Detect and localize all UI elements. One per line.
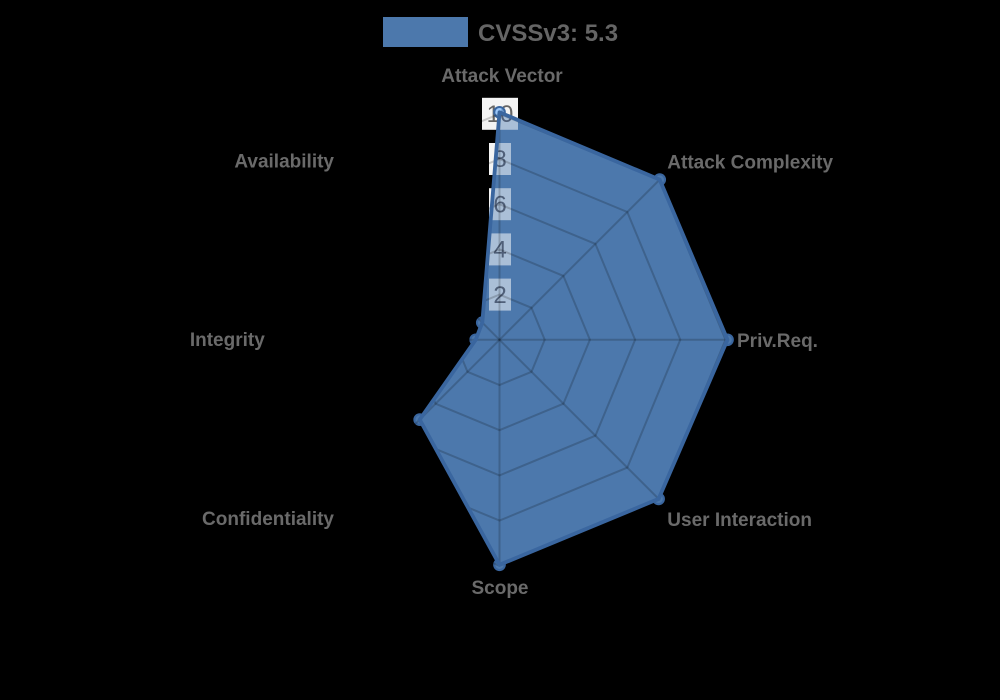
svg-text:Confidentiality: Confidentiality <box>202 509 334 530</box>
svg-text:Attack Vector: Attack Vector <box>441 66 563 87</box>
svg-text:Integrity: Integrity <box>190 330 265 351</box>
svg-text:6: 6 <box>493 191 506 218</box>
svg-text:Availability: Availability <box>234 152 334 173</box>
svg-text:2: 2 <box>493 282 506 309</box>
svg-text:CVSSv3: 5.3: CVSSv3: 5.3 <box>478 20 618 47</box>
svg-text:User Interaction: User Interaction <box>667 510 812 531</box>
svg-text:4: 4 <box>493 237 506 264</box>
svg-text:Priv.Req.: Priv.Req. <box>737 331 818 352</box>
svg-text:Attack Complexity: Attack Complexity <box>667 153 833 174</box>
svg-text:Scope: Scope <box>471 578 528 599</box>
